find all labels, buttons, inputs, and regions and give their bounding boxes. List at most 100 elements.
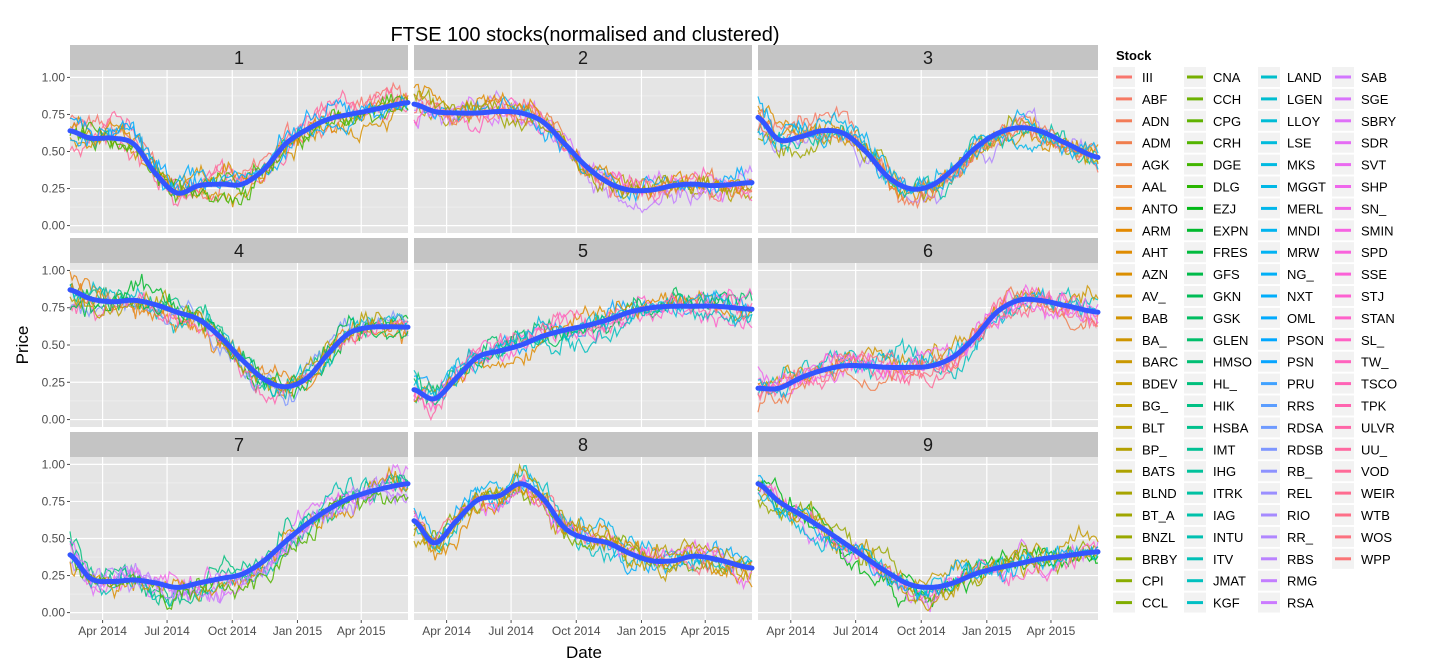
legend-item: STJ <box>1332 286 1384 306</box>
legend-label: ANTO <box>1142 201 1178 216</box>
stock-line-tpk <box>69 291 409 406</box>
legend-item: EXPN <box>1184 220 1248 241</box>
facet-strip <box>414 238 752 263</box>
legend-label: HSBA <box>1213 420 1249 435</box>
legend-item: NG_ <box>1258 264 1315 285</box>
legend-label: RSA <box>1287 596 1314 611</box>
x-tick-label: Jul 2014 <box>833 624 879 638</box>
legend-label: WEIR <box>1361 486 1395 501</box>
legend-item: SBRY <box>1332 110 1396 131</box>
x-tick-label: Apr 2015 <box>337 624 386 638</box>
facet-panel-2: 2 <box>411 45 755 233</box>
legend-item: LAND <box>1258 67 1322 87</box>
legend-item: AZN <box>1113 264 1168 285</box>
y-tick-label: 0.50 <box>42 145 66 159</box>
y-tick-label: 0.25 <box>42 375 66 389</box>
legend-label: AHT <box>1142 245 1168 260</box>
legend-item: HL_ <box>1184 373 1238 394</box>
facet-panel-6: 6 <box>755 238 1101 427</box>
legend-label: STAN <box>1361 311 1395 326</box>
legend-item: MNDI <box>1258 220 1320 241</box>
legend-label: MKS <box>1287 158 1316 173</box>
legend-item: NXT <box>1258 286 1313 306</box>
legend-item: BLT <box>1113 417 1165 438</box>
x-tick-label: Apr 2014 <box>78 624 127 638</box>
legend-label: RIO <box>1287 508 1310 523</box>
legend-label: SPD <box>1361 245 1388 260</box>
legend-label: SL_ <box>1361 333 1385 348</box>
legend-item: BAB <box>1113 307 1168 328</box>
stock-line-ng_ <box>757 474 1099 603</box>
facet-strip <box>70 45 408 70</box>
legend-item: AGK <box>1113 154 1170 175</box>
facet-panel-8: 8 Apr 2014 Jul 2014 Oct 2014 Jan 2015 Apr 201… <box>411 432 755 638</box>
legend-item: IHG <box>1184 461 1236 482</box>
cluster-smooth-line <box>67 100 411 196</box>
stock-line-av_ <box>69 92 409 197</box>
legend-item: MKS <box>1258 154 1316 175</box>
legend-label: GSK <box>1213 311 1241 326</box>
x-tick-label: Apr 2014 <box>766 624 815 638</box>
stock-line-nxt <box>69 94 409 192</box>
legend-item: GLEN <box>1184 329 1248 350</box>
legend-label: AV_ <box>1142 289 1166 304</box>
legend-item: MRW <box>1258 242 1320 263</box>
legend-label: BATS <box>1142 464 1175 479</box>
legend-label: TW_ <box>1361 355 1389 370</box>
legend-item: HMSO <box>1184 351 1252 372</box>
y-tick-label: 0.75 <box>42 494 66 508</box>
legend-label: RR_ <box>1287 530 1314 545</box>
legend-item: TW_ <box>1332 351 1389 372</box>
stock-line-rmg <box>69 477 409 604</box>
legend-label: GLEN <box>1213 333 1248 348</box>
legend-label: HIK <box>1213 399 1235 414</box>
legend-label: CNA <box>1213 70 1241 85</box>
legend-item: RRS <box>1258 395 1315 416</box>
legend-label: SDR <box>1361 136 1388 151</box>
legend-label: RDSA <box>1287 420 1323 435</box>
legend-item: IAG <box>1184 505 1235 525</box>
stock-line-crh <box>69 104 409 204</box>
legend-label: GFS <box>1213 267 1240 282</box>
legend-item: REL <box>1258 483 1312 504</box>
legend-item: ADM <box>1113 132 1171 153</box>
stock-line-blt <box>69 288 408 394</box>
legend-label: DGE <box>1213 158 1242 173</box>
y-tick-label: 0.25 <box>42 182 66 196</box>
facet-strip-label: 2 <box>578 48 588 68</box>
legend-item: WTB <box>1332 505 1390 525</box>
legend-label: RRS <box>1287 399 1315 414</box>
legend-item: RDSA <box>1258 417 1323 438</box>
facet-strip <box>70 432 408 457</box>
legend-title: Stock <box>1116 48 1152 63</box>
legend-item: HIK <box>1184 395 1235 416</box>
legend-label: EZJ <box>1213 201 1236 216</box>
facet-strip-label: 8 <box>578 435 588 455</box>
legend-label: RBS <box>1287 552 1314 567</box>
legend-label: BA_ <box>1142 333 1167 348</box>
cluster-smooth-line <box>755 296 1101 392</box>
legend-label: BAB <box>1142 311 1168 326</box>
legend-item: BRBY <box>1113 548 1178 569</box>
legend-item: KGF <box>1184 592 1240 613</box>
cluster-smooth-line <box>411 481 755 571</box>
y-tick-label: 0.00 <box>42 606 66 620</box>
legend-label: HMSO <box>1213 355 1252 370</box>
y-tick-label: 0.50 <box>42 532 66 546</box>
x-tick-label: Apr 2014 <box>422 624 471 638</box>
legend-item: BP_ <box>1113 439 1167 460</box>
legend-label: ADN <box>1142 114 1169 129</box>
legend-item: BG_ <box>1113 395 1169 416</box>
legend-label: NXT <box>1287 289 1313 304</box>
legend-label: LSE <box>1287 136 1312 151</box>
facet-strip-label: 9 <box>923 435 933 455</box>
legend-item: JMAT <box>1184 570 1246 591</box>
legend-item: GKN <box>1184 286 1241 306</box>
legend-label: RB_ <box>1287 464 1313 479</box>
legend-item: SL_ <box>1332 329 1385 350</box>
legend-item: DGE <box>1184 154 1242 175</box>
legend-item: CPI <box>1113 570 1164 591</box>
legend-item: WPP <box>1332 548 1391 569</box>
legend-label: SAB <box>1361 70 1387 85</box>
cluster-smooth-line <box>67 287 411 390</box>
